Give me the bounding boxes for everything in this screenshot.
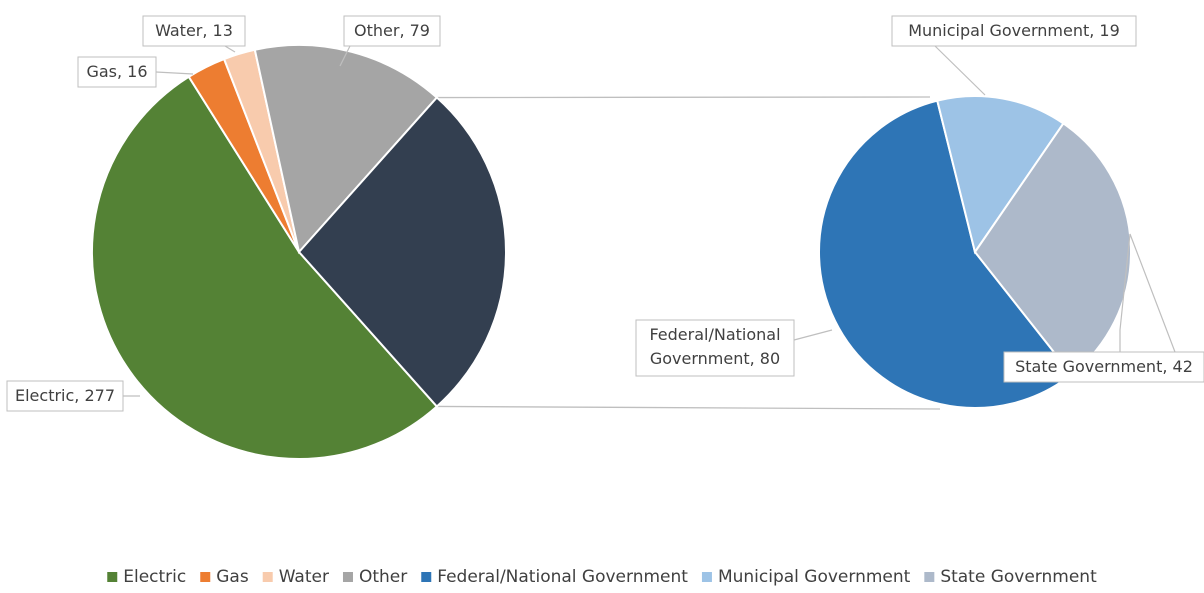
data-label-state-government: State Government, 42 bbox=[1003, 233, 1204, 383]
data-label-municipal-government: Municipal Government, 19 bbox=[891, 15, 1137, 96]
data-label-water: Water, 13 bbox=[142, 15, 246, 53]
data-label-state-government-text: State Government, 42 bbox=[1015, 357, 1193, 376]
data-label-gas-text: Gas, 16 bbox=[86, 62, 147, 81]
data-label-state-government-leader-line bbox=[1119, 233, 1176, 353]
legend-item-federal-national-government: Federal/National Government bbox=[421, 567, 688, 587]
data-label-water-leader-line bbox=[224, 45, 236, 53]
legend-label: Electric bbox=[123, 567, 186, 587]
data-label-federal-national-government-box bbox=[635, 319, 795, 377]
data-label-federal-national-government: Federal/National Government, 80 bbox=[635, 319, 833, 377]
data-label-municipal-government-leader-line bbox=[934, 45, 986, 96]
legend-label: Municipal Government bbox=[718, 567, 911, 587]
data-label-electric-box bbox=[6, 380, 124, 412]
connector-line-bottom bbox=[436, 405, 941, 410]
data-label-other-text: Other, 79 bbox=[354, 21, 430, 40]
data-label-electric-text: Electric, 277 bbox=[15, 386, 115, 405]
legend-swatch bbox=[342, 572, 353, 582]
data-label-other-leader-line bbox=[339, 45, 351, 67]
legend-item-gas: Gas bbox=[200, 567, 249, 587]
slice-state-government bbox=[973, 122, 1132, 376]
legend-swatch bbox=[107, 572, 118, 582]
legend-item-other: Other bbox=[342, 567, 407, 587]
data-label-other: Other, 79 bbox=[339, 15, 441, 67]
legend-swatch bbox=[701, 572, 712, 582]
data-label-federal-national-government-text: Government, 80 bbox=[650, 349, 780, 368]
legend-label: State Government bbox=[940, 567, 1097, 587]
legend-label: Water bbox=[279, 567, 329, 587]
legend-label: Gas bbox=[216, 567, 249, 587]
legend: Electric Gas Water Other Federal/National Go… bbox=[107, 567, 1097, 587]
data-label-water-box bbox=[142, 15, 246, 47]
data-label-gas-leader-line bbox=[155, 71, 194, 75]
data-label-federal-national-government-text: Federal/National bbox=[649, 325, 780, 344]
main-pie bbox=[91, 44, 507, 460]
slice-electric bbox=[91, 75, 439, 460]
connector-lines bbox=[436, 96, 941, 410]
legend-swatch bbox=[924, 572, 935, 582]
data-label-gas: Gas, 16 bbox=[77, 56, 194, 88]
secondary-pie bbox=[818, 95, 1132, 409]
legend-label: Federal/National Government bbox=[437, 567, 688, 587]
legend-item-state-government: State Government bbox=[924, 567, 1097, 587]
legend-swatch bbox=[200, 572, 211, 582]
data-label-state-government-box bbox=[1003, 351, 1204, 383]
data-label-electric: Electric, 277 bbox=[6, 380, 140, 412]
connector-line-top bbox=[436, 96, 931, 99]
data-label-federal-national-government-leader-line bbox=[793, 329, 833, 341]
data-label-municipal-government-text: Municipal Government, 19 bbox=[908, 21, 1120, 40]
legend-swatch bbox=[262, 572, 273, 582]
slice-government bbox=[297, 96, 507, 408]
data-label-municipal-government-box bbox=[891, 15, 1137, 47]
slice-municipal-government bbox=[936, 95, 1065, 255]
data-labels: Electric, 277 Gas, 16 Water, 13 Other, 79 Fe… bbox=[6, 15, 1204, 412]
slice-federal-national-government bbox=[818, 99, 1073, 409]
slice-other bbox=[253, 44, 439, 255]
data-label-water-text: Water, 13 bbox=[155, 21, 233, 40]
legend-item-electric: Electric bbox=[107, 567, 186, 587]
legend-item-water: Water bbox=[262, 567, 329, 587]
legend-swatch bbox=[421, 572, 432, 582]
data-label-gas-box bbox=[77, 56, 157, 88]
legend-label: Other bbox=[359, 567, 407, 587]
data-label-other-box bbox=[343, 15, 441, 47]
legend-item-municipal-government: Municipal Government bbox=[701, 567, 911, 587]
